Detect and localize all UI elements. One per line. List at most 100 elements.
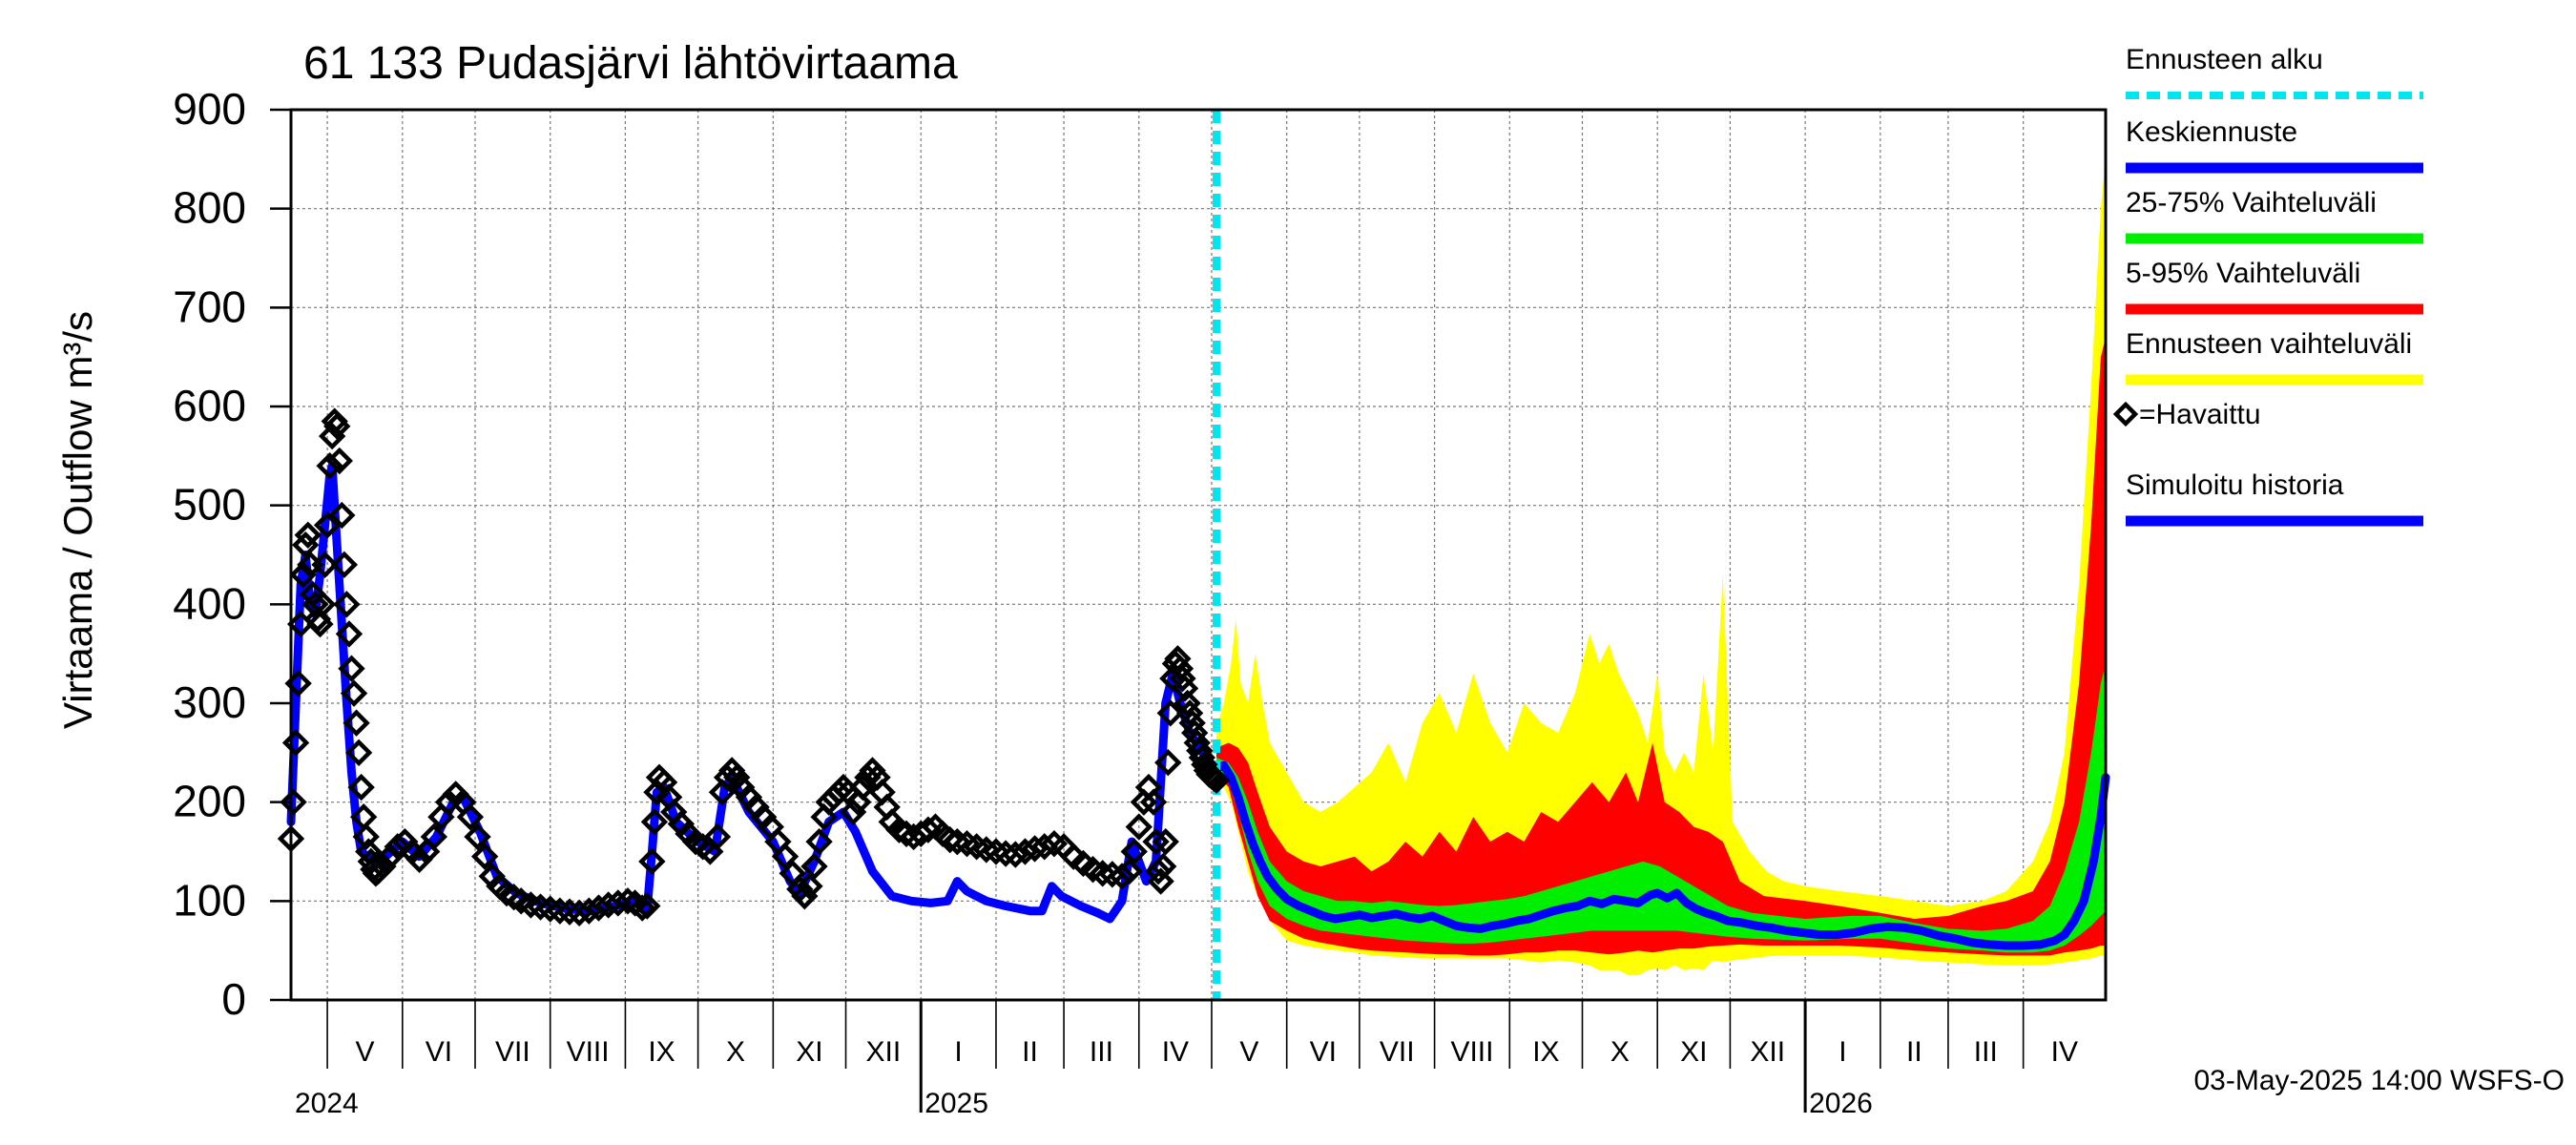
month-label: I: [954, 1036, 962, 1068]
year-label: 2026: [1809, 1088, 1873, 1119]
observed-point: [638, 847, 666, 876]
observed-point: [289, 561, 317, 589]
line-keskiennuste: [1212, 760, 2110, 950]
month-label: III: [1090, 1036, 1113, 1068]
observed-point: [1149, 852, 1177, 881]
observed-point: [613, 887, 642, 915]
observed-point: [294, 521, 322, 549]
month-label: VI: [426, 1036, 452, 1068]
observed-point: [313, 511, 342, 539]
month-label: XII: [866, 1036, 902, 1068]
observed-point: [1171, 675, 1199, 702]
observed-point: [796, 872, 823, 900]
month-label: II: [1906, 1036, 1922, 1068]
observed-point: [311, 551, 339, 579]
observed-point: [1089, 860, 1116, 887]
month-label: VIII: [1450, 1036, 1493, 1068]
observed-point: [323, 412, 351, 440]
month-label: VIII: [567, 1036, 610, 1068]
legend-label: 5-95% Vaihteluväli: [2126, 258, 2360, 289]
plot-frame: [289, 108, 2108, 1002]
y-tick-label: 300: [173, 677, 246, 727]
observed-point: [1142, 827, 1170, 856]
observed-point: [420, 822, 448, 851]
observed-point: [1120, 838, 1148, 865]
y-tick-label: 400: [173, 578, 246, 628]
chart-title: 61 133 Pudasjärvi lähtövirtaama: [303, 38, 958, 89]
legend-marker-observed: [2112, 401, 2139, 427]
observed-point: [643, 779, 671, 806]
observed-point: [369, 852, 397, 881]
observed-point: [301, 591, 329, 618]
year-label: 2025: [924, 1088, 988, 1119]
observed-point: [338, 655, 365, 682]
legend-label: Keskiennuste: [2126, 116, 2297, 148]
observed-point: [555, 898, 584, 926]
observed-point: [703, 822, 732, 851]
observed-point: [1125, 813, 1153, 841]
y-tick-label: 600: [173, 381, 246, 430]
observed-point: [1188, 743, 1215, 772]
legend-label: Ennusteen alku: [2126, 44, 2323, 75]
observed-point: [1156, 699, 1184, 727]
observed-point: [936, 825, 964, 854]
observed-point: [333, 591, 361, 618]
month-label: VII: [495, 1036, 530, 1068]
observed-point: [352, 822, 380, 851]
month-label: XI: [1680, 1036, 1707, 1068]
observed-point: [546, 897, 574, 925]
observed-point: [1021, 835, 1049, 863]
month-label: XI: [796, 1036, 822, 1068]
observed-point: [376, 843, 405, 870]
month-label: VII: [1380, 1036, 1415, 1068]
observed-point: [1178, 709, 1206, 737]
observed-point: [566, 899, 593, 926]
legend: Ennusteen alku Keskiennuste 25-75% Vaihtel…: [2112, 44, 2423, 527]
observed-point: [280, 788, 307, 816]
observed-point: [854, 763, 882, 791]
y-axis-label: Virtaama / Outflow m³/s: [55, 311, 100, 729]
legend-label: 25-75% Vaihteluväli: [2126, 187, 2377, 219]
y-tick-label: 0: [221, 974, 246, 1024]
observed-point: [805, 827, 833, 856]
month-label: IV: [2051, 1036, 2078, 1068]
observed-point: [340, 679, 368, 707]
y-tick-label: 100: [173, 875, 246, 925]
observed-markers: [277, 407, 1231, 926]
month-label: IX: [1532, 1036, 1559, 1068]
month-label: X: [1610, 1036, 1630, 1068]
observed-point: [1030, 833, 1058, 861]
year-label: 2024: [295, 1088, 359, 1119]
observed-point: [325, 447, 353, 475]
observed-point: [800, 852, 828, 881]
observed-point: [1152, 827, 1179, 856]
month-label: IX: [648, 1036, 675, 1068]
band-ennusteen-vaihteluv-li: [1216, 158, 2106, 976]
legend-label: =Havaittu: [2139, 399, 2261, 430]
month-label: XII: [1750, 1036, 1785, 1068]
observed-point: [328, 501, 356, 530]
observed-point: [575, 897, 603, 925]
observed-point: [343, 709, 370, 737]
month-label: I: [1839, 1036, 1846, 1068]
month-label: V: [1239, 1036, 1258, 1068]
observed-point: [1002, 841, 1029, 868]
observed-point: [634, 892, 661, 920]
observed-point: [1164, 645, 1192, 673]
observed-point: [1108, 863, 1136, 890]
observed-point: [1154, 749, 1182, 777]
observed-point: [306, 610, 334, 638]
observed-point: [1174, 689, 1201, 718]
observed-point: [316, 452, 343, 480]
y-tick-label: 500: [173, 480, 246, 530]
observed-point: [585, 894, 613, 922]
observed-point: [405, 845, 433, 873]
y-tick-label: 800: [173, 183, 246, 233]
observed-point: [344, 739, 373, 767]
observed-point: [1147, 867, 1174, 895]
observed-point: [1169, 664, 1196, 693]
observed-point: [330, 551, 359, 579]
month-label: X: [726, 1036, 745, 1068]
